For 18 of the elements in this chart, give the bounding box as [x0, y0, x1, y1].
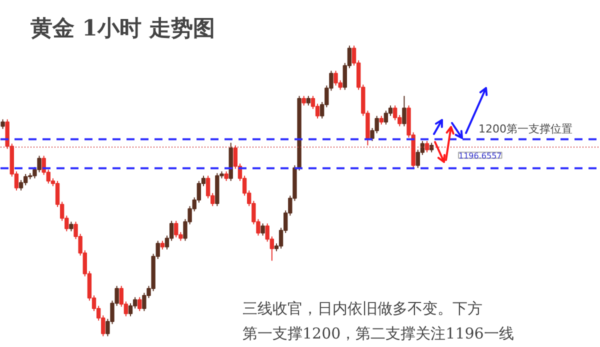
candlestick	[260, 222, 265, 236]
candlestick	[224, 170, 228, 182]
candlestick	[306, 95, 310, 106]
candlestick	[0, 118, 5, 130]
candlestick	[402, 95, 406, 127]
candlestick	[18, 180, 24, 191]
ref-line-label: 1200第一支撑位置	[478, 122, 572, 136]
candlestick	[384, 110, 388, 126]
annotation: 第一支撑1200，第二支撑关注1196一线	[242, 324, 514, 342]
candlestick	[138, 296, 142, 312]
candlestick	[302, 95, 306, 106]
candlestick	[392, 104, 398, 121]
text: 黄金 1小时 走势图	[30, 16, 216, 42]
ref-line-label: 1196.6557	[458, 151, 502, 160]
candlestick	[23, 174, 28, 186]
annotation: 三线收官，日内依旧做多不变。下方	[242, 300, 482, 318]
candlestick	[69, 221, 74, 232]
candlestick	[128, 302, 133, 317]
